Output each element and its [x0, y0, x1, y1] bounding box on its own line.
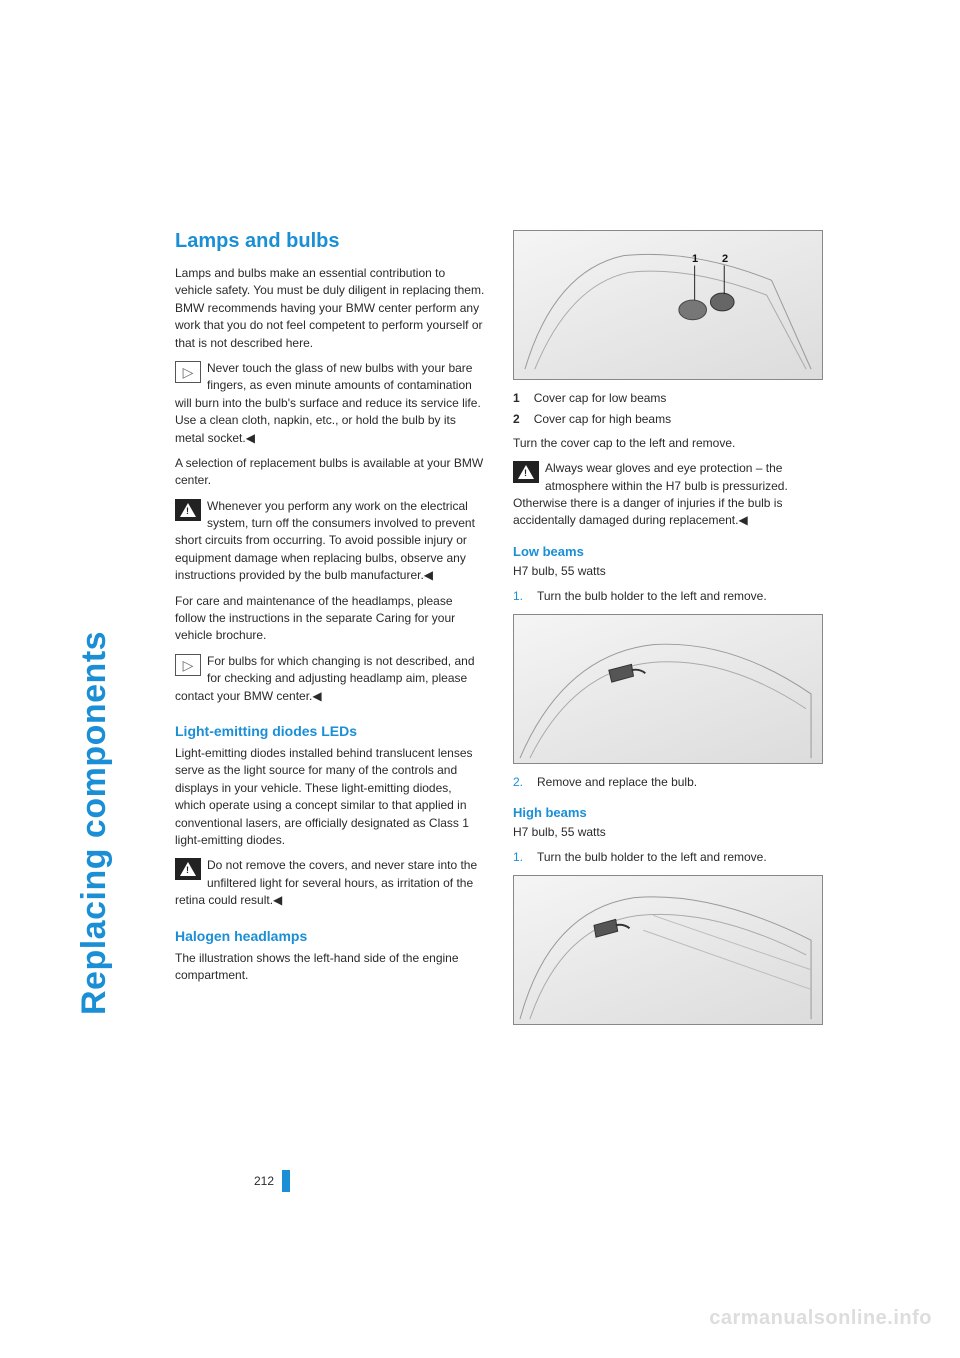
paragraph-care-maintenance: For care and maintenance of the headlamp… — [175, 593, 485, 645]
steps-high-beams: 1.Turn the bulb holder to the left and r… — [513, 849, 823, 866]
page: Replacing components Lamps and bulbs Lam… — [0, 0, 960, 1358]
step-text: Remove and replace the bulb. — [537, 775, 697, 789]
step-text: Turn the bulb holder to the left and rem… — [537, 589, 767, 603]
note-icon: ▷ — [175, 654, 201, 676]
note-never-touch-glass: ▷ Never touch the glass of new bulbs wit… — [175, 360, 485, 447]
left-column: Lamps and bulbs Lamps and bulbs make an … — [175, 230, 485, 1035]
note-text: Never touch the glass of new bulbs with … — [175, 361, 481, 445]
figure-low-beams — [513, 614, 823, 764]
page-number-block: 212 — [254, 1170, 290, 1192]
step-item: 1.Turn the bulb holder to the left and r… — [513, 588, 823, 605]
heading-high-beams: High beams — [513, 805, 823, 820]
legend-num-1: 1 — [513, 390, 520, 407]
warning-wear-gloves: Always wear gloves and eye protection – … — [513, 460, 823, 530]
warning-electrical-system: Whenever you perform any work on the ele… — [175, 498, 485, 585]
heading-low-beams: Low beams — [513, 544, 823, 559]
heading-lamps-and-bulbs: Lamps and bulbs — [175, 230, 485, 253]
heading-halogen-headlamps: Halogen headlamps — [175, 928, 485, 944]
side-section-title: Replacing components — [75, 631, 114, 1015]
figure-low-beams-svg — [514, 615, 822, 763]
warning-icon — [175, 858, 201, 880]
right-column: 1 2 1 Cover cap for low beams 2 Cover cap … — [513, 230, 823, 1035]
legend-text-2: Cover cap for high beams — [534, 412, 671, 426]
step-item: 2.Remove and replace the bulb. — [513, 774, 823, 791]
paragraph-turn-cover-cap: Turn the cover cap to the left and remov… — [513, 435, 823, 452]
warning-icon — [513, 461, 539, 483]
steps-low-beams-2: 2.Remove and replace the bulb. — [513, 774, 823, 791]
paragraph-high-beams-bulb: H7 bulb, 55 watts — [513, 824, 823, 841]
note-text: For bulbs for which changing is not desc… — [175, 654, 475, 703]
step-text: Turn the bulb holder to the left and rem… — [537, 850, 767, 864]
legend-text-1: Cover cap for low beams — [534, 391, 667, 405]
step-item: 1.Turn the bulb holder to the left and r… — [513, 849, 823, 866]
warning-text: Whenever you perform any work on the ele… — [175, 499, 475, 583]
figure-cover-caps: 1 2 — [513, 230, 823, 380]
intro-paragraph: Lamps and bulbs make an essential contri… — [175, 265, 485, 352]
paragraph-low-beams-bulb: H7 bulb, 55 watts — [513, 563, 823, 580]
heading-leds: Light-emitting diodes LEDs — [175, 723, 485, 739]
page-number: 212 — [254, 1174, 274, 1188]
warning-text: Do not remove the covers, and never star… — [175, 858, 477, 907]
page-number-bar — [282, 1170, 290, 1192]
figure-high-beams — [513, 875, 823, 1025]
figure-callout-2: 2 — [722, 253, 728, 265]
figure-high-beams-svg — [514, 876, 822, 1024]
content-area: Lamps and bulbs Lamps and bulbs make an … — [175, 230, 825, 1035]
warning-text: Always wear gloves and eye protection – … — [513, 461, 788, 527]
watermark: carmanualsonline.info — [709, 1307, 932, 1330]
warning-icon — [175, 499, 201, 521]
note-icon: ▷ — [175, 361, 201, 383]
paragraph-leds: Light-emitting diodes installed behind t… — [175, 745, 485, 849]
figure-callout-1: 1 — [692, 253, 698, 265]
legend-row-2: 2 Cover cap for high beams — [513, 411, 823, 428]
legend-num-2: 2 — [513, 411, 520, 428]
paragraph-illustration: The illustration shows the left-hand sid… — [175, 950, 485, 985]
legend-row-1: 1 Cover cap for low beams — [513, 390, 823, 407]
steps-low-beams-1: 1.Turn the bulb holder to the left and r… — [513, 588, 823, 605]
warning-do-not-remove-covers: Do not remove the covers, and never star… — [175, 857, 485, 909]
note-contact-bmw-center: ▷ For bulbs for which changing is not de… — [175, 653, 485, 705]
figure-cover-caps-svg — [514, 231, 822, 379]
paragraph-replacement-bulbs: A selection of replacement bulbs is avai… — [175, 455, 485, 490]
